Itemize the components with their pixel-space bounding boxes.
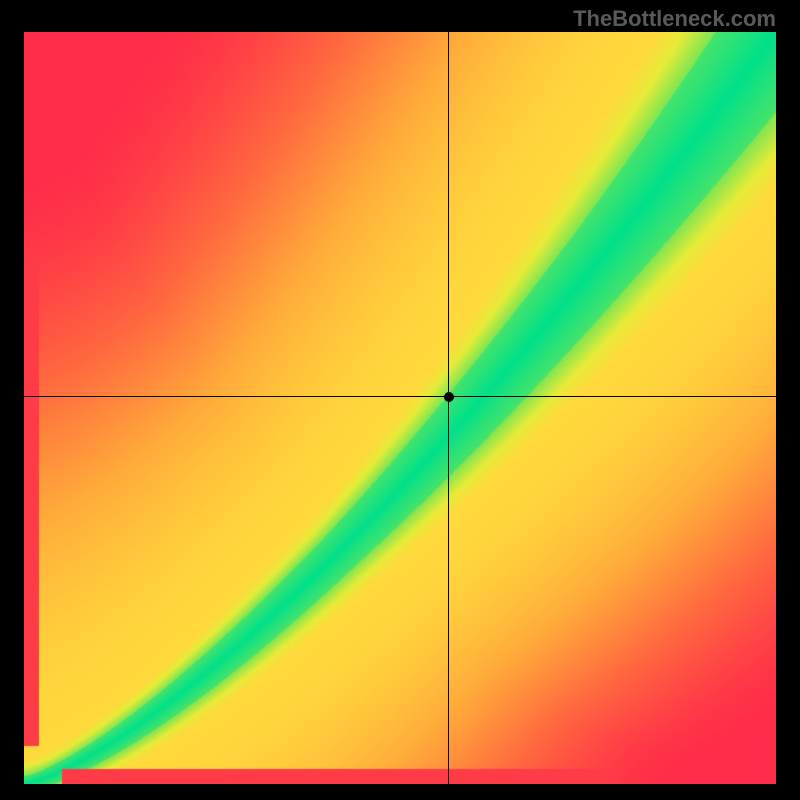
- heatmap-canvas: [24, 32, 776, 784]
- watermark-text: TheBottleneck.com: [573, 6, 776, 32]
- crosshair-vertical: [448, 32, 449, 784]
- crosshair-dot: [444, 392, 454, 402]
- crosshair-horizontal: [24, 396, 776, 397]
- plot-area: [24, 32, 776, 784]
